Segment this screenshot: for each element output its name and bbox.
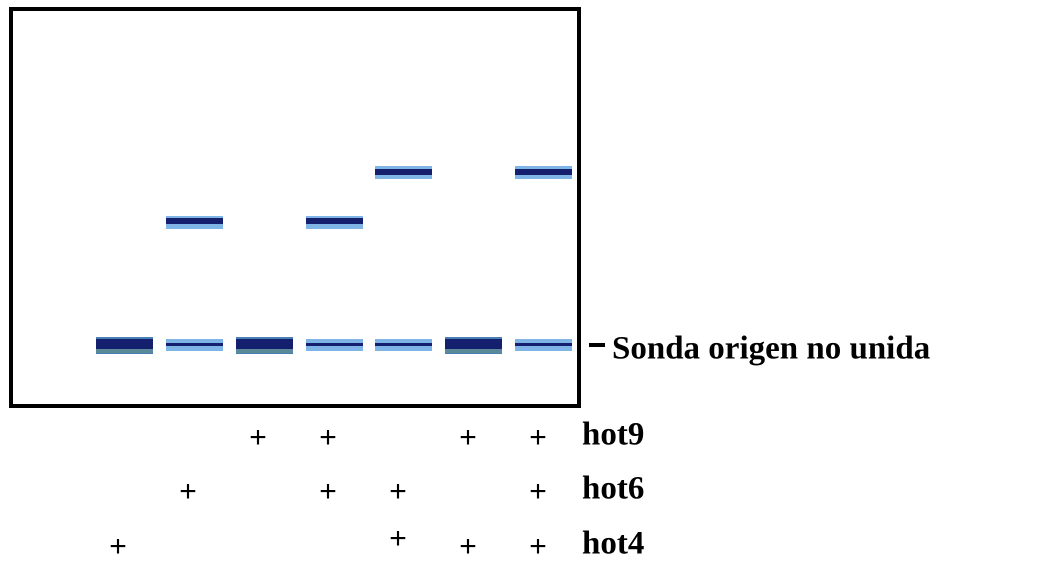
page: {"probe_label": "Sonda origen no unida",… [0,0,1055,562]
plus-sign: + [389,475,407,508]
gel-diagram: Sonda origen no unida hot9 + + + + hot6 + + + + ho… [0,0,1055,562]
plus-sign: + [529,530,547,562]
plus-sign: + [319,421,337,454]
band [236,337,293,354]
band [166,339,223,351]
plus-sign: + [459,421,477,454]
plus-sign: + [529,421,547,454]
band [96,337,153,354]
band [166,216,223,229]
plus-sign: + [249,421,267,454]
band [375,166,432,179]
plus-sign: + [459,530,477,562]
probe-marker [589,343,605,347]
band [445,337,502,354]
plus-sign: + [109,530,127,562]
row-label: hot4 [582,526,644,562]
plus-sign: + [529,475,547,508]
row-label: hot6 [582,471,644,507]
plus-sign: + [319,475,337,508]
band [306,339,363,351]
band [515,339,572,351]
plus-sign: + [179,475,197,508]
band [515,166,572,179]
band [306,216,363,229]
band [375,339,432,351]
row-label: hot9 [582,417,644,453]
probe-label: Sonda origen no unida [612,331,930,367]
plus-sign: + [389,522,407,555]
